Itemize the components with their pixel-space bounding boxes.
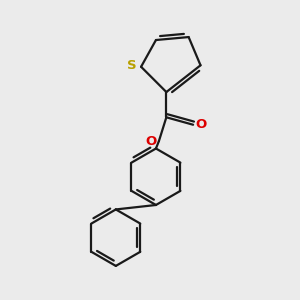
Text: O: O bbox=[195, 118, 206, 131]
Text: O: O bbox=[145, 135, 156, 148]
Text: S: S bbox=[128, 59, 137, 72]
